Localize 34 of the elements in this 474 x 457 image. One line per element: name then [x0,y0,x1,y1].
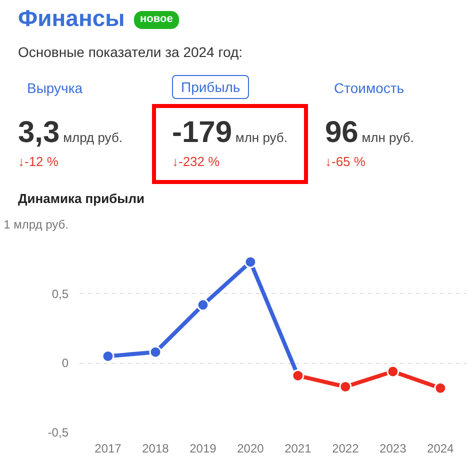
text: Прибыль [172,75,250,99]
point [434,382,447,394]
text: Стоимость [334,79,404,98]
point [196,298,210,312]
x-tick-label: 2018 [142,442,170,456]
x-tick-label: 2021 [284,442,312,456]
text: млн руб. [362,130,414,145]
text: новое [134,11,179,29]
y-tick-label: 0 [62,356,69,370]
point [149,346,162,358]
x-tick-label: 2024 [427,442,454,456]
text: -179 [172,116,232,149]
chart-title: Финансы [18,4,125,33]
x-tick-label: 2020 [237,442,264,456]
x-tick-label: 2022 [332,442,360,456]
text: Выручка [27,79,83,98]
text: млн руб. [235,130,288,145]
point [386,365,400,378]
point [339,380,352,393]
x-tick-label: 2019 [190,442,217,456]
chart-subtitle: Основные показатели за 2024 год: [18,43,243,62]
point [244,256,257,268]
y-tick-label: 0,5 [52,286,69,301]
text: ↓-65 % [325,153,366,171]
text: Динамика прибыли [18,190,144,208]
x-tick-label: 2023 [380,442,407,456]
y-tick-label: 1 млрд руб. [4,218,68,232]
y-tick-label: -0,5 [48,426,69,440]
text: 96 [325,116,358,149]
text: ↓-232 % [172,153,220,171]
text: млрд руб. [63,130,123,145]
x-tick-label: 2017 [94,442,122,456]
text: ↓-12 % [18,153,58,171]
text: 3,3 [18,116,60,149]
